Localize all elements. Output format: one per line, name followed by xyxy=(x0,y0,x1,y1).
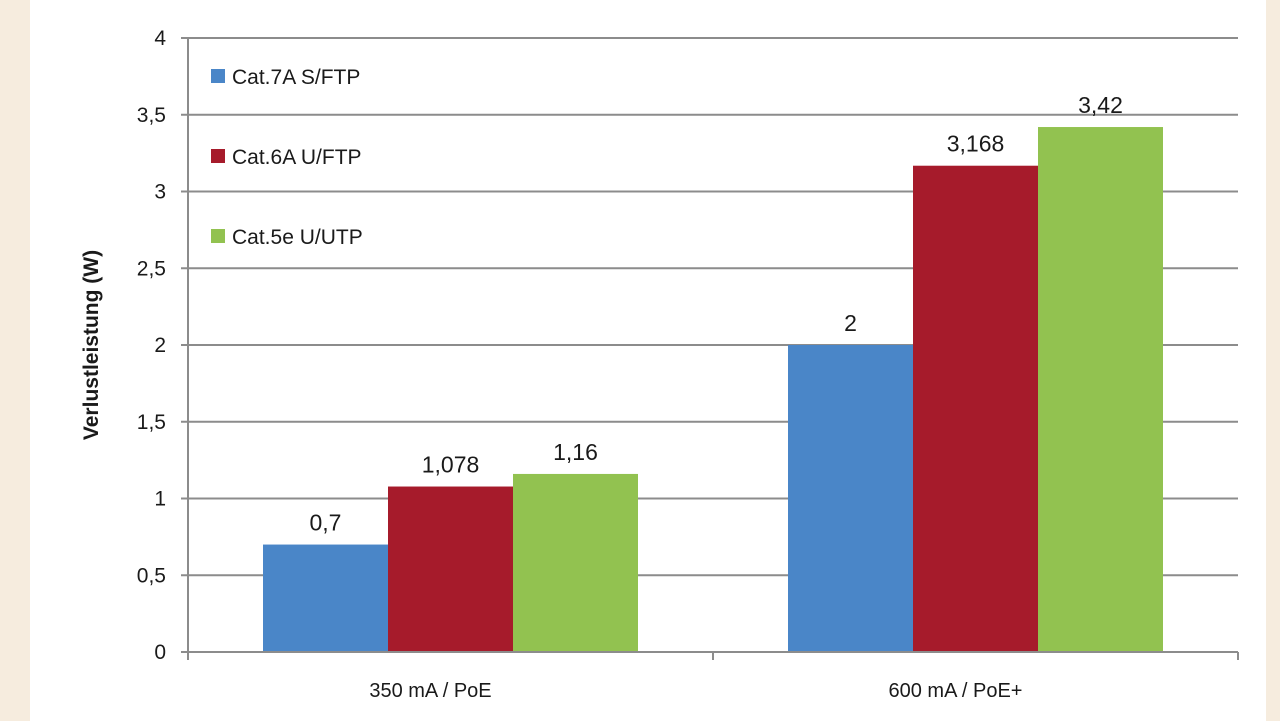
y-tick-label: 2 xyxy=(154,334,166,357)
bar xyxy=(788,345,913,652)
data-label: 1,16 xyxy=(553,439,598,465)
legend-swatch xyxy=(211,229,225,243)
x-category-label: 600 mA / PoE+ xyxy=(889,680,1023,702)
x-category-label: 350 mA / PoE xyxy=(369,680,491,702)
y-tick-label: 1 xyxy=(154,488,166,511)
legend: Cat.7A S/FTP Cat.6A U/FTP Cat.5e U/UTP xyxy=(211,66,363,249)
bar xyxy=(513,473,638,652)
chart-panel: 0 0,5 1 1,5 2 2,5 3 3,5 4 0,7 1,078 1,16 2 3,168 3,42… xyxy=(30,0,1266,721)
data-labels: 0,7 1,078 1,16 2 3,168 3,42 xyxy=(310,92,1123,536)
legend-label: Cat.5e U/UTP xyxy=(232,226,363,249)
data-label: 3,168 xyxy=(947,131,1005,157)
data-label: 0,7 xyxy=(310,510,342,536)
bar xyxy=(1038,127,1163,652)
legend-swatch xyxy=(211,69,225,83)
bar xyxy=(263,544,388,652)
y-tick-label: 1,5 xyxy=(137,411,166,434)
bar xyxy=(388,486,513,652)
legend-label: Cat.6A U/FTP xyxy=(232,146,362,169)
data-label: 1,078 xyxy=(422,452,480,478)
data-label: 3,42 xyxy=(1078,92,1123,118)
gridlines xyxy=(188,37,1238,577)
bars xyxy=(263,127,1163,652)
y-tick-label: 0 xyxy=(154,641,166,664)
y-tick-label: 3 xyxy=(154,181,166,204)
y-tick-label: 2,5 xyxy=(137,257,166,280)
y-axis-title: Verlustleistung (W) xyxy=(80,250,103,440)
bar-chart: 0 0,5 1 1,5 2 2,5 3 3,5 4 0,7 1,078 1,16 2 3,168 3,42… xyxy=(80,27,1239,702)
x-axis: 350 mA / PoE 600 mA / PoE+ xyxy=(187,38,1239,702)
y-tick-label: 3,5 xyxy=(137,104,166,127)
legend-swatch xyxy=(211,149,225,163)
legend-label: Cat.7A S/FTP xyxy=(232,66,360,89)
data-label: 2 xyxy=(844,310,857,336)
y-tick-label: 4 xyxy=(154,27,166,50)
bar xyxy=(913,165,1038,652)
y-axis-ticks: 0 0,5 1 1,5 2 2,5 3 3,5 4 xyxy=(137,27,188,664)
y-tick-label: 0,5 xyxy=(137,564,166,587)
